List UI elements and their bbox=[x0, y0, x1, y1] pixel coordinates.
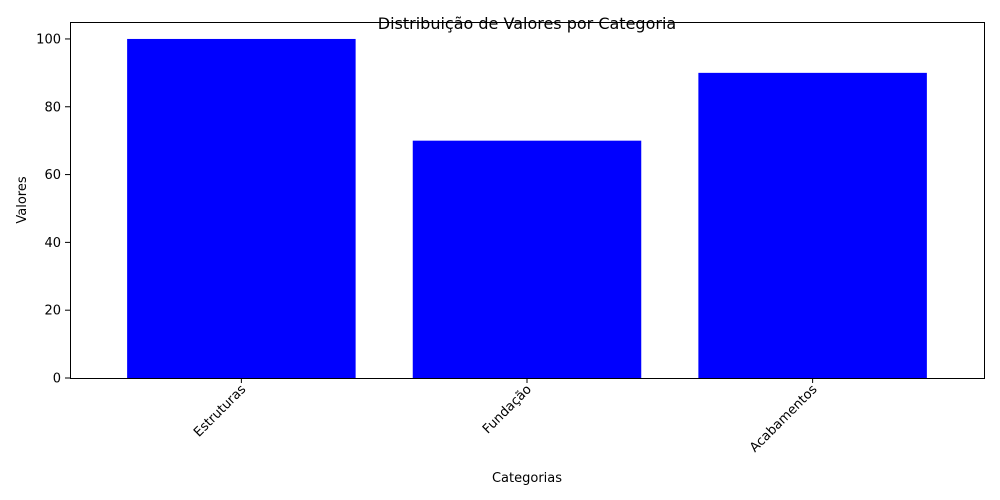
bar-group bbox=[127, 38, 927, 378]
x-axis-label: Categorias bbox=[492, 471, 562, 486]
bar-0 bbox=[127, 38, 356, 378]
y-axis-label: Valores bbox=[15, 176, 30, 223]
y-tick-label-1: 20 bbox=[44, 304, 61, 319]
y-tick-label-3: 60 bbox=[44, 168, 61, 183]
y-tick-label-4: 80 bbox=[44, 100, 61, 115]
plot-frame bbox=[70, 22, 985, 379]
y-tick-label-2: 40 bbox=[44, 236, 61, 251]
bar-1 bbox=[412, 140, 642, 378]
chart-title: Distribuição de Valores por Categoria bbox=[378, 14, 676, 33]
y-tick-label-0: 0 bbox=[53, 372, 61, 387]
y-tick-group: 0 20 40 60 80 100 bbox=[36, 32, 70, 387]
y-tick-label-5: 100 bbox=[36, 32, 61, 47]
bar-2 bbox=[698, 72, 927, 378]
